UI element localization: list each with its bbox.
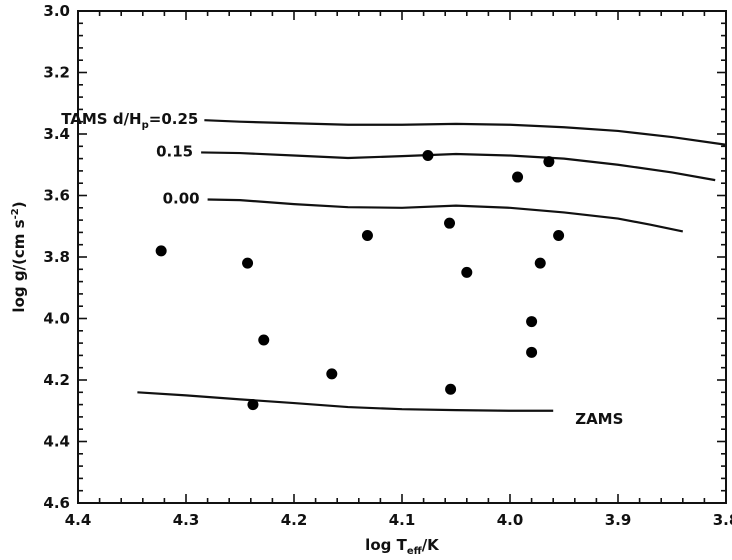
y-tick-label: 3.2 [43,64,70,82]
curve-label: TAMS d/Hp=0.25 [61,110,198,131]
y-tick-label: 4.4 [43,433,70,451]
curve-label: 0.15 [156,142,193,160]
y-tick-label: 3.8 [43,248,70,266]
y-tick-label: 3.4 [43,125,70,143]
x-axis-title-main: log T [365,536,407,554]
y-axis-title-end: ) [10,201,28,208]
star-point [242,257,254,269]
x-tick-label: 4.3 [173,511,200,529]
star-point [526,316,538,328]
curve-labels: TAMS d/Hp=0.25 0.15 0.00 ZAMS [61,110,623,428]
star-point [526,346,538,358]
plot-frame [77,10,727,504]
curve-line [137,391,554,412]
x-tick-label: 4.4 [65,511,92,529]
curve-label-main: TAMS d/H [61,110,141,128]
x-axis-title-end: /K [422,536,440,554]
tick-labels: 4.4 4.3 4.2 4.1 4.0 3.9 3.8 3.0 3.2 3.4 3.6 3.8 4.0 4… [43,2,732,529]
curve-line [201,151,716,182]
star-point [361,229,373,241]
x-tick-label: 4.2 [281,511,308,529]
x-tick-label: 3.8 [713,511,732,529]
star-point [461,266,473,278]
curve-label: ZAMS [575,410,623,428]
star-point [258,334,270,346]
y-tick-label: 4.2 [43,371,70,389]
y-tick-label: 3.0 [43,2,70,20]
star-point [155,245,167,257]
star-point [422,150,434,162]
star-point [247,399,259,411]
curves [137,119,727,412]
star-point [326,368,338,380]
curve-line [204,119,727,146]
x-axis-title-sub: eff [407,546,423,557]
curve-label: 0.00 [163,189,200,207]
curve-label-sub: p [142,120,149,131]
y-axis-title-sup: -2 [10,208,21,219]
star-point [444,217,456,229]
star-point [445,383,457,395]
y-axis-title-main: log g/(cm s [10,219,28,312]
y-tick-label: 4.0 [43,310,70,328]
curve-label-end: =0.25 [149,110,199,128]
curve-label-main: 0.00 [163,189,200,207]
y-tick-label: 4.6 [43,494,70,512]
star-point [543,156,555,168]
y-tick-label: 3.6 [43,187,70,205]
curve-label-main: 0.15 [156,142,193,160]
ticks [77,10,727,504]
x-axis-title: log Teff/K [365,536,440,557]
points [155,150,565,411]
y-axis-title: log g/(cm s-2) [10,201,28,312]
star-point [534,257,546,269]
curve-label-main: ZAMS [575,410,623,428]
curve-line [207,198,684,233]
star-point [553,229,565,241]
x-tick-label: 4.0 [497,511,524,529]
x-tick-label: 4.1 [389,511,416,529]
star-point [512,171,524,183]
x-tick-label: 3.9 [605,511,632,529]
